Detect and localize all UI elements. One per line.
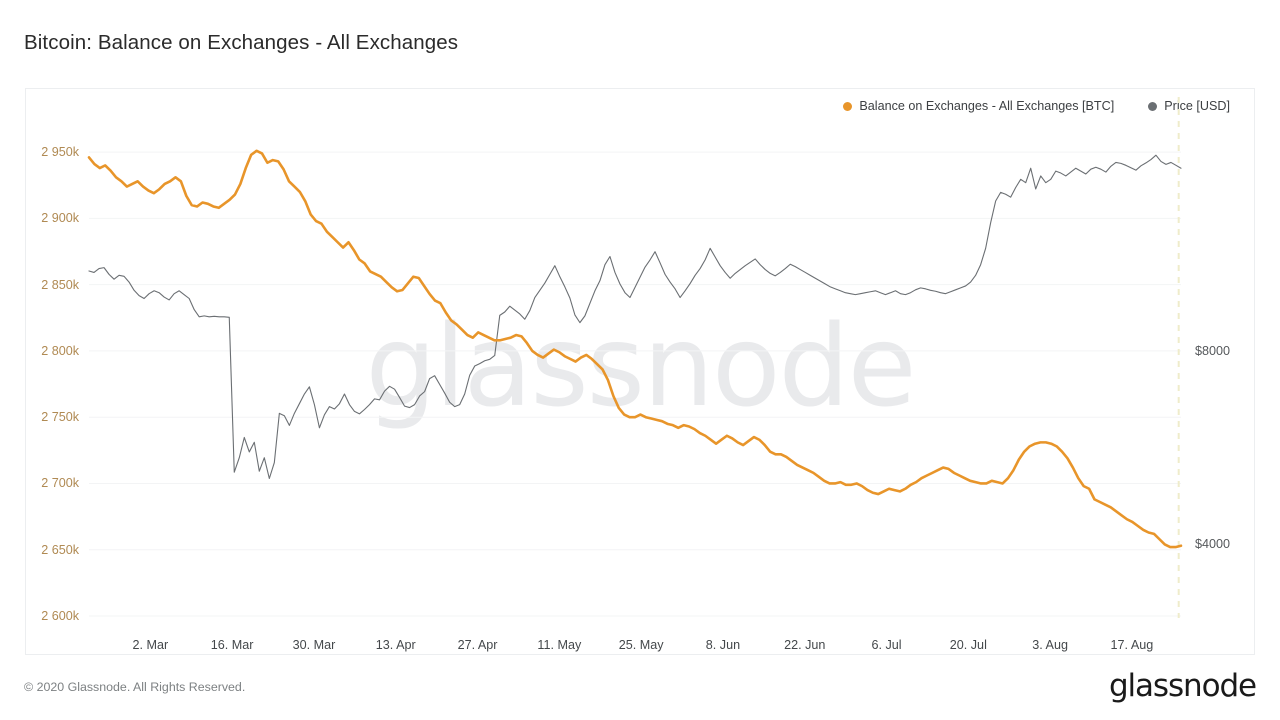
x-axis-tick: 30. Mar [292, 638, 336, 652]
y-axis-right-tick: $4000 [1195, 536, 1231, 551]
legend-dot-price-icon [1148, 101, 1158, 111]
x-axis-tick: 20. Jul [949, 638, 987, 652]
x-axis-tick: 22. Jun [784, 638, 826, 652]
y-axis-right-tick: $8000 [1195, 343, 1231, 358]
legend-item-price[interactable]: Price [USD] [1148, 99, 1230, 113]
footer-logo: glassnode [1108, 668, 1257, 704]
page-title: Bitcoin: Balance on Exchanges - All Exch… [24, 31, 459, 54]
series-line-price [88, 154, 1182, 480]
y-axis-left-tick: 2 800k [41, 343, 79, 358]
x-axis-tick: 17. Aug [1110, 638, 1154, 652]
legend-label-balance: Balance on Exchanges - All Exchanges [BT… [859, 99, 1115, 113]
x-axis-tick: 3. Aug [1032, 638, 1068, 652]
y-axis-left-tick: 2 700k [41, 476, 79, 491]
x-axis-tick: 8. Jun [705, 638, 741, 652]
chart-panel: glassnode Balance on Exchanges - All Exc… [25, 88, 1255, 655]
legend-label-price: Price [USD] [1164, 99, 1230, 113]
x-axis-tick: 13. Apr [375, 638, 416, 652]
legend-dot-balance-icon [843, 101, 853, 111]
series-line-balance [87, 149, 1183, 549]
plot-area [87, 97, 1183, 618]
y-axis-left-tick: 2 900k [41, 211, 79, 226]
y-axis-left-tick: 2 850k [41, 277, 79, 292]
x-axis-tick: 11. May [537, 638, 582, 652]
y-axis-left-tick: 2 950k [41, 145, 79, 160]
y-axis-left-tick: 2 750k [41, 410, 79, 425]
legend-item-balance[interactable]: Balance on Exchanges - All Exchanges [BT… [843, 99, 1114, 113]
x-axis-tick: 2. Mar [132, 638, 169, 652]
x-axis-tick: 25. May [618, 638, 664, 652]
y-axis-left-tick: 2 600k [41, 609, 79, 623]
chart-legend: Balance on Exchanges - All Exchanges [BT… [843, 99, 1230, 113]
x-axis-tick: 16. Mar [210, 638, 254, 652]
y-axis-left-tick: 2 650k [41, 542, 79, 557]
x-axis-tick: 6. Jul [871, 638, 902, 652]
x-axis-tick: 27. Apr [457, 638, 498, 652]
footer-copyright: © 2020 Glassnode. All Rights Reserved. [24, 680, 246, 694]
